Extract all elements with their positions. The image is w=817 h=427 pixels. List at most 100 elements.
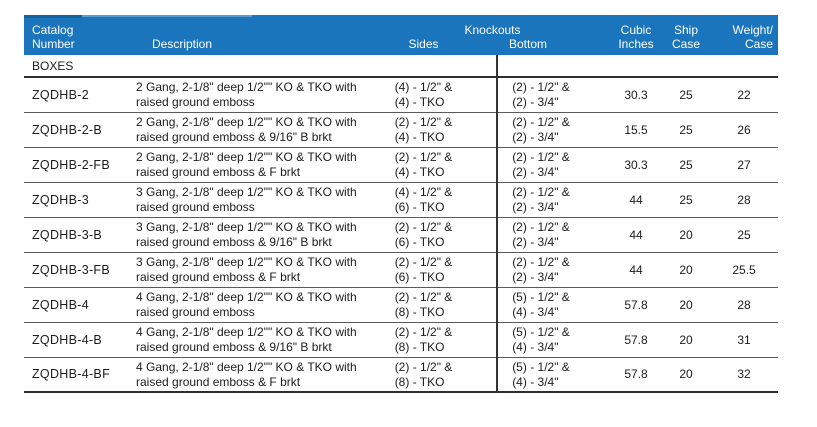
weight-per-case-value: 26 [737, 122, 751, 137]
bottom-line1: (2) - 1/2" & [512, 80, 570, 94]
knockouts-sides: (2) - 1/2" & (6) - TKO [375, 220, 472, 250]
description: 3 Gang, 2-1/8" deep 1/2"" KO & TKO with … [130, 220, 375, 250]
knockouts-bottom: (2) - 1/2" & (2) - 3/4" [472, 115, 610, 145]
bottom-line1: (2) - 1/2" & [512, 115, 570, 129]
knockouts-bottom: (2) - 1/2" & (2) - 3/4" [472, 185, 610, 215]
bottom-line1: (2) - 1/2" & [512, 185, 570, 199]
column-header-description: Description [152, 37, 213, 51]
catalog-number: ZQDHB-2 [32, 87, 89, 102]
cubic-inches-value: 30.3 [624, 157, 648, 172]
bottom-line2: (2) - 3/4" [512, 270, 559, 284]
sides-line2: (4) - TKO [394, 130, 445, 144]
sides-line2: (6) - TKO [394, 235, 445, 249]
header-accent-dark-bar [24, 15, 82, 18]
description-line2: raised ground emboss [136, 95, 255, 109]
column-header-catalog-line1: Catalog [32, 23, 74, 37]
knockouts-bottom: (5) - 1/2" & (4) - 3/4" [472, 325, 610, 355]
ship-case-value: 20 [679, 227, 693, 242]
ship-case-value: 20 [679, 332, 693, 347]
description-line1: 2 Gang, 2-1/8" deep 1/2"" KO & TKO with [136, 115, 357, 129]
column-header-catalog-number: Catalog Number [24, 15, 130, 55]
sides-line2: (4) - TKO [394, 165, 445, 179]
description-line2: raised ground emboss [136, 305, 255, 319]
sides-line2: (8) - TKO [394, 374, 445, 389]
cubic-inches-value: 57.8 [624, 332, 648, 347]
description: 4 Gang, 2-1/8" deep 1/2"" KO & TKO with … [130, 360, 375, 390]
description-line1: 3 Gang, 2-1/8" deep 1/2"" KO & TKO with [136, 220, 357, 234]
knockouts-sides: (2) - 1/2" & (4) - TKO [375, 150, 472, 180]
ship-case-value: 25 [679, 157, 693, 172]
bottom-line1: (2) - 1/2" & [512, 255, 570, 269]
catalog-number: ZQDHB-4-BF [32, 367, 110, 381]
bottom-line2: (2) - 3/4" [512, 95, 559, 109]
sides-line1: (4) - 1/2" & [394, 80, 453, 94]
ship-case-value: 25 [679, 87, 693, 102]
bottom-line2: (4) - 3/4" [512, 305, 559, 319]
sides-line2: (6) - TKO [394, 270, 445, 284]
description-line1: 4 Gang, 2-1/8" deep 1/2"" KO & TKO with [136, 359, 357, 374]
bottom-line2: (2) - 3/4" [512, 130, 559, 144]
cubic-inches-value: 57.8 [624, 297, 648, 312]
description-line2: raised ground emboss & F brkt [136, 270, 301, 284]
knockouts-bottom: (5) - 1/2" & (4) - 3/4" [472, 290, 610, 320]
knockouts-bottom: (2) - 1/2" & (2) - 3/4" [472, 80, 610, 110]
table-row: ZQDHB-2-B 2 Gang, 2-1/8" deep 1/2"" KO &… [24, 113, 778, 148]
column-header-sides: Sides [408, 37, 439, 51]
knockouts-bottom: (5) - 1/2" & (4) - 3/4" [472, 360, 610, 390]
sides-line1: (4) - 1/2" & [394, 185, 453, 199]
ship-case-value: 25 [679, 122, 693, 137]
knockouts-sides: (2) - 1/2" & (6) - TKO [375, 255, 472, 285]
knockouts-sides: (4) - 1/2" & (4) - TKO [375, 80, 472, 110]
description: 2 Gang, 2-1/8" deep 1/2"" KO & TKO with … [130, 115, 375, 145]
description: 4 Gang, 2-1/8" deep 1/2"" KO & TKO with … [130, 325, 375, 355]
sides-line1: (2) - 1/2" & [394, 359, 453, 374]
catalog-number: ZQDHB-3 [32, 192, 89, 207]
description-line1: 4 Gang, 2-1/8" deep 1/2"" KO & TKO with [136, 290, 357, 304]
column-header-knockouts-group: Knockouts Sides Bottom [375, 15, 610, 55]
catalog-number: ZQDHB-3-FB [32, 262, 110, 277]
sides-line1: (2) - 1/2" & [394, 220, 453, 234]
column-header-catalog-line2: Number [32, 37, 75, 51]
ship-case-value: 20 [679, 262, 693, 277]
knockouts-sides: (2) - 1/2" & (8) - TKO [375, 325, 472, 355]
sides-line1: (2) - 1/2" & [394, 255, 453, 269]
weight-per-case-value: 32 [737, 367, 751, 381]
description-line1: 2 Gang, 2-1/8" deep 1/2"" KO & TKO with [136, 150, 357, 164]
section-row-boxes: BOXES [24, 55, 778, 78]
bottom-line2: (2) - 3/4" [512, 235, 559, 249]
product-table: Catalog Number Description Knockouts Sid… [24, 15, 778, 393]
description-line2: raised ground emboss [136, 200, 255, 214]
bottom-line2: (2) - 3/4" [512, 200, 559, 214]
ship-case-value: 20 [679, 367, 693, 381]
table-body: ZQDHB-2 2 Gang, 2-1/8" deep 1/2"" KO & T… [24, 78, 778, 393]
table-row: ZQDHB-3-FB 3 Gang, 2-1/8" deep 1/2"" KO … [24, 253, 778, 288]
description-line1: 4 Gang, 2-1/8" deep 1/2"" KO & TKO with [136, 325, 357, 339]
description-line1: 2 Gang, 2-1/8" deep 1/2"" KO & TKO with [136, 80, 357, 94]
description: 4 Gang, 2-1/8" deep 1/2"" KO & TKO with … [130, 290, 375, 320]
column-header-ship-case: Ship Case [671, 23, 700, 51]
table-row: ZQDHB-3 3 Gang, 2-1/8" deep 1/2"" KO & T… [24, 183, 778, 218]
sides-line1: (2) - 1/2" & [394, 290, 453, 304]
table-row: ZQDHB-2-FB 2 Gang, 2-1/8" deep 1/2"" KO … [24, 148, 778, 183]
cubic-inches-value: 15.5 [624, 122, 648, 137]
description: 2 Gang, 2-1/8" deep 1/2"" KO & TKO with … [130, 150, 375, 180]
bottom-line2: (2) - 3/4" [512, 165, 559, 179]
header-accent-light-bar [82, 15, 252, 17]
weight-per-case-value: 25 [737, 227, 751, 242]
knockouts-sides: (2) - 1/2" & (8) - TKO [375, 290, 472, 320]
bottom-line1: (5) - 1/2" & [512, 325, 570, 339]
description-line2: raised ground emboss & 9/16" B brkt [136, 235, 332, 249]
knockouts-bottom: (2) - 1/2" & (2) - 3/4" [472, 255, 610, 285]
catalog-number: ZQDHB-2-B [32, 122, 103, 137]
sides-line2: (8) - TKO [394, 305, 445, 319]
weight-per-case-value: 22 [737, 87, 751, 102]
description-line2: raised ground emboss & 9/16" B brkt [136, 340, 332, 354]
description: 3 Gang, 2-1/8" deep 1/2"" KO & TKO with … [130, 185, 375, 215]
bottom-line1: (5) - 1/2" & [512, 359, 570, 374]
catalog-number: ZQDHB-4-B [32, 332, 103, 347]
column-header-bottom: Bottom [508, 37, 547, 51]
description-line1: 3 Gang, 2-1/8" deep 1/2"" KO & TKO with [136, 185, 357, 199]
ship-case-value: 25 [679, 192, 693, 207]
knockouts-sides: (2) - 1/2" & (4) - TKO [375, 115, 472, 145]
catalog-number: ZQDHB-2-FB [32, 157, 110, 172]
